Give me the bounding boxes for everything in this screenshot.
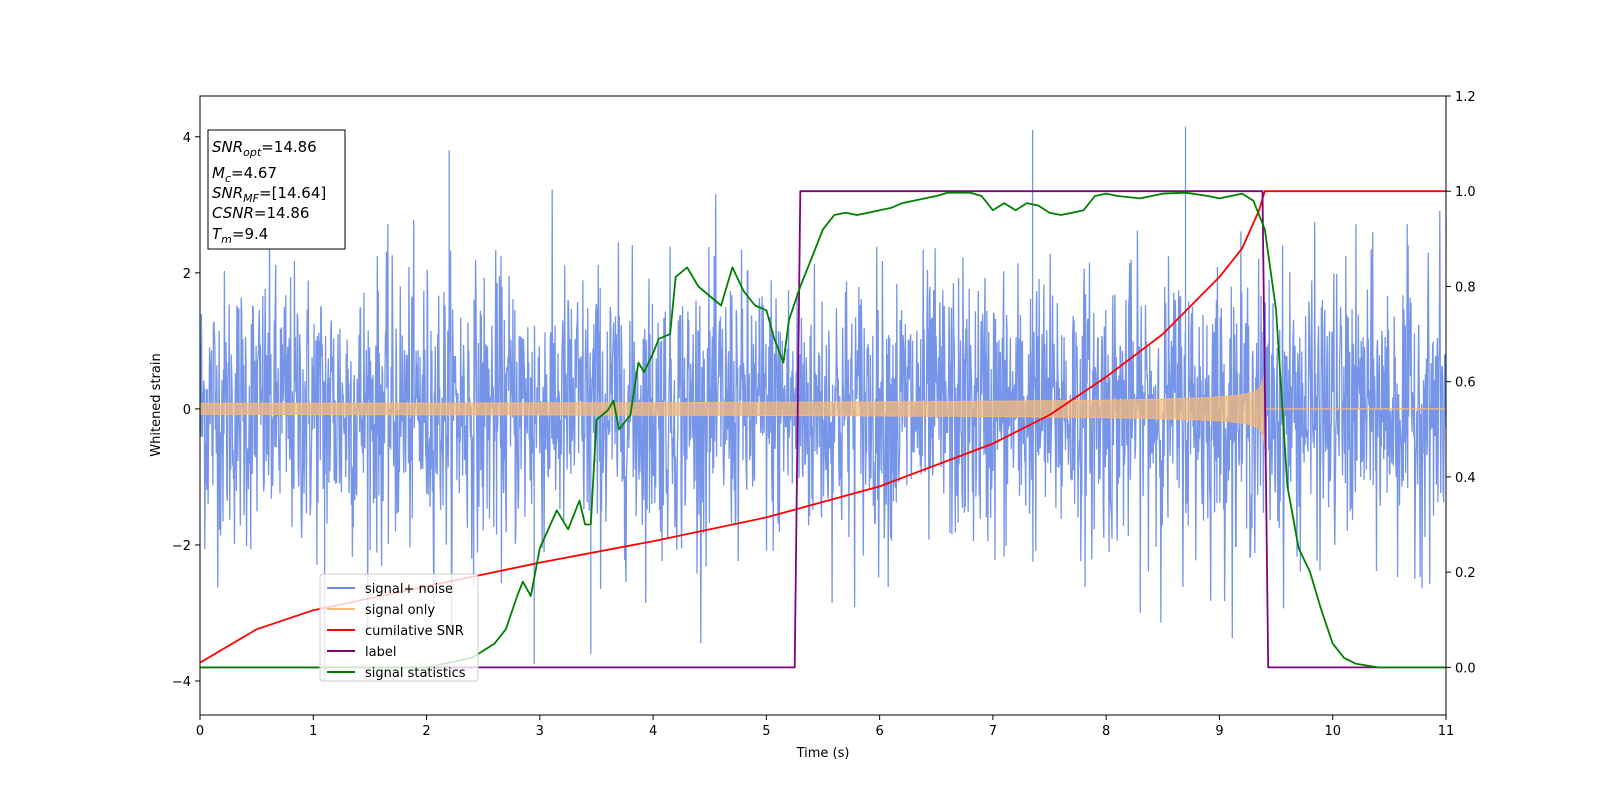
legend: signal+ noise signal only cumilative SNR la… (319, 573, 479, 682)
x-tick-label: 0 (196, 724, 204, 739)
y-tick-label: 0 (183, 403, 191, 418)
legend-item-signal-plus-noise: signal+ noise (365, 582, 453, 597)
stats-box-frame (207, 129, 346, 250)
series-signal-plus-noise (199, 126, 1447, 681)
y-tick-label: 2 (183, 267, 191, 282)
y2-tick-label: 0.2 (1455, 566, 1476, 581)
y2-tick-label: 0.0 (1455, 661, 1476, 676)
stats-snr-mf: SNRMF=[14.64] (212, 184, 326, 205)
stats-snr-opt: SNRopt=14.86 (212, 138, 317, 159)
legend-item-cumulative-snr: cumilative SNR (365, 624, 464, 639)
x-tick-label: 4 (649, 724, 657, 739)
legend-frame (319, 573, 479, 682)
legend-item-label: label (365, 645, 396, 660)
legend-item-signal-statistics: signal statistics (365, 666, 466, 681)
stats-mc: Mc=4.67 (212, 164, 277, 185)
y2-tick-label: 0.4 (1455, 471, 1476, 486)
x-tick-label: 7 (989, 724, 997, 739)
x-tick-label: 1 (309, 724, 317, 739)
y2-tick-label: 1.2 (1455, 90, 1476, 105)
x-tick-label: 2 (422, 724, 430, 739)
y2-tick-label: 0.6 (1455, 376, 1476, 391)
y2-tick-label: 1.0 (1455, 185, 1476, 200)
x-tick-label: 5 (762, 724, 770, 739)
stats-csnr: CSNR=14.86 (212, 204, 309, 222)
series-signal-statistics (200, 191, 1446, 669)
x-tick-label: 3 (536, 724, 544, 739)
x-tick-label: 10 (1324, 724, 1341, 739)
stats-tm: Tm=9.4 (212, 225, 268, 246)
axes-frame (199, 95, 1447, 716)
y-tick-label: −4 (172, 675, 191, 690)
x-tick-label: 9 (1215, 724, 1223, 739)
axis-ticks: 0 1 2 3 4 5 6 7 8 9 10 11 4 2 0 −2 −4 1.2 1.0 0.8 0.6 0.4 0.2 0… (172, 90, 1476, 739)
y-tick-label: 4 (183, 131, 191, 146)
x-tick-label: 8 (1102, 724, 1110, 739)
legend-item-signal-only: signal only (365, 603, 435, 618)
x-axis-label: Time (s) (796, 746, 850, 761)
x-tick-label: 11 (1438, 724, 1455, 739)
plot-area (199, 126, 1447, 681)
stats-box: SNRopt=14.86 Mc=4.67 SNRMF=[14.64] CSNR=… (207, 129, 346, 250)
y2-tick-label: 0.8 (1455, 280, 1476, 295)
x-tick-label: 6 (875, 724, 883, 739)
y-axis-label: Whitened strain (149, 353, 164, 456)
series-label (200, 190, 1446, 669)
y-tick-label: −2 (172, 539, 191, 554)
